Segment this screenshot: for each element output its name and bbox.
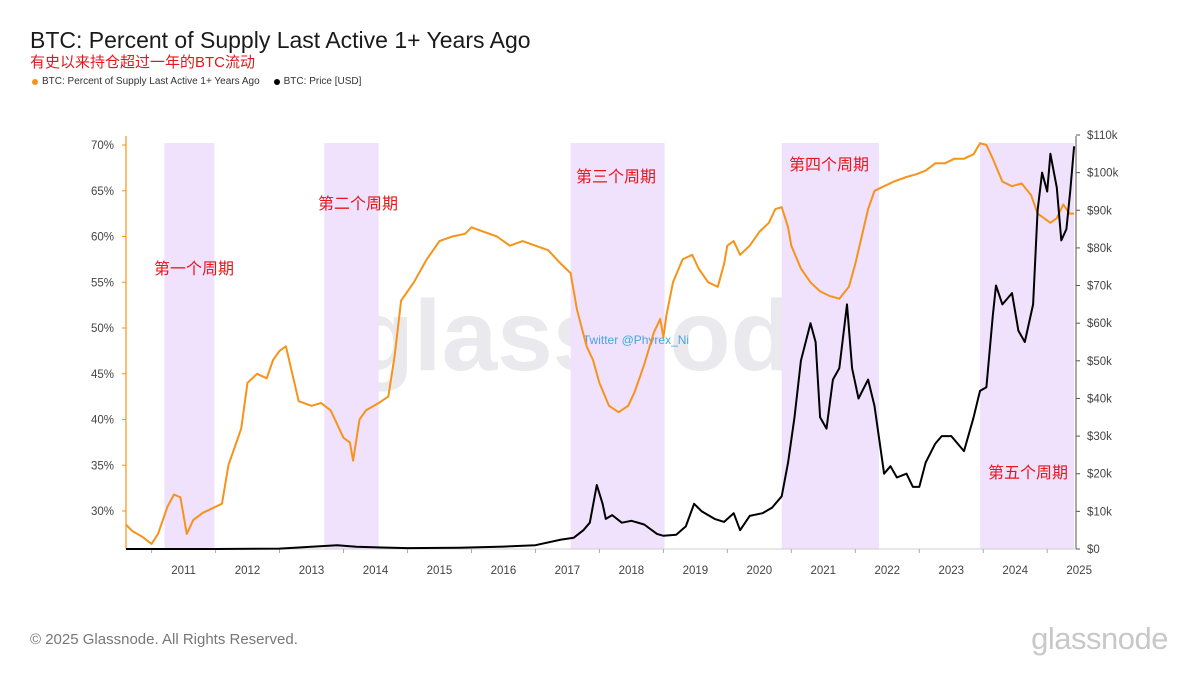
left-tick-label: 45%	[91, 369, 114, 381]
highlight-region-4	[781, 143, 879, 549]
region-label-1: 第一个周期	[154, 260, 234, 278]
x-tick-label: 2011	[171, 565, 196, 577]
x-tick-label: 2019	[683, 565, 709, 577]
right-tick-label: $110k	[1087, 130, 1118, 142]
left-tick-label: 65%	[91, 186, 114, 198]
x-tick-label: 2025	[1066, 565, 1092, 577]
left-tick-label: 70%	[91, 140, 114, 152]
x-tick-label: 2017	[555, 565, 581, 577]
right-tick-label: $80k	[1087, 243, 1112, 255]
series-line-supply	[125, 142, 1075, 545]
highlight-region-1	[164, 143, 215, 549]
x-tick-label: 2013	[299, 565, 325, 577]
left-tick-label: 30%	[91, 506, 114, 518]
x-tick-label: 2024	[1002, 565, 1028, 577]
highlight-region-5	[980, 143, 1075, 549]
x-tick-label: 2012	[235, 565, 261, 577]
legend-label-supply: BTC: Percent of Supply Last Active 1+ Ye…	[42, 76, 260, 87]
legend-item-price[interactable]: BTC: Price [USD]	[273, 76, 362, 87]
x-tick-label: 2021	[811, 565, 837, 577]
chart-legend: BTC: Percent of Supply Last Active 1+ Ye…	[32, 76, 361, 87]
legend-dot-price	[273, 78, 280, 85]
region-label-5: 第五个周期	[988, 464, 1068, 482]
series-line-price	[126, 146, 1076, 550]
watermark-handle: Twitter @Phyrex_Ni	[583, 333, 689, 347]
highlight-region-2	[324, 143, 379, 549]
left-tick-label: 35%	[91, 460, 114, 472]
right-tick-label: $30k	[1087, 431, 1112, 443]
left-tick-label: 55%	[91, 277, 114, 289]
left-tick-label: 50%	[91, 323, 114, 335]
right-tick-label: $20k	[1087, 469, 1112, 481]
right-tick-label: $10k	[1087, 506, 1112, 518]
x-tick-label: 2015	[427, 565, 453, 577]
x-tick-label: 2014	[363, 565, 389, 577]
copyright-text: © 2025 Glassnode. All Rights Reserved.	[30, 631, 298, 648]
region-label-4: 第四个周期	[789, 156, 869, 174]
chart-title: BTC: Percent of Supply Last Active 1+ Ye…	[30, 27, 531, 53]
region-label-2: 第二个周期	[318, 195, 398, 213]
left-tick-label: 60%	[91, 232, 114, 244]
right-tick-label: $90k	[1087, 205, 1112, 217]
chart-subtitle: 有史以来持仓超过一年的BTC流动	[30, 54, 256, 71]
x-tick-label: 2018	[619, 565, 645, 577]
glassnode-logo: glassnode	[1031, 621, 1168, 656]
right-tick-label: $0	[1087, 544, 1100, 556]
x-tick-label: 2022	[874, 565, 900, 577]
x-tick-label: 2016	[491, 565, 517, 577]
legend-dot-supply	[32, 78, 38, 85]
right-tick-label: $40k	[1087, 393, 1112, 405]
right-tick-label: $70k	[1087, 281, 1112, 293]
right-tick-label: $60k	[1087, 318, 1112, 330]
legend-label-price: BTC: Price [USD]	[283, 76, 362, 87]
right-tick-label: $100k	[1087, 168, 1119, 180]
left-tick-label: 40%	[91, 415, 114, 427]
legend-item-supply[interactable]: BTC: Percent of Supply Last Active 1+ Ye…	[32, 76, 260, 87]
x-tick-label: 2023	[938, 565, 964, 577]
x-tick-label: 2020	[747, 565, 773, 577]
right-tick-label: $50k	[1087, 356, 1112, 368]
region-label-3: 第三个周期	[576, 168, 656, 186]
